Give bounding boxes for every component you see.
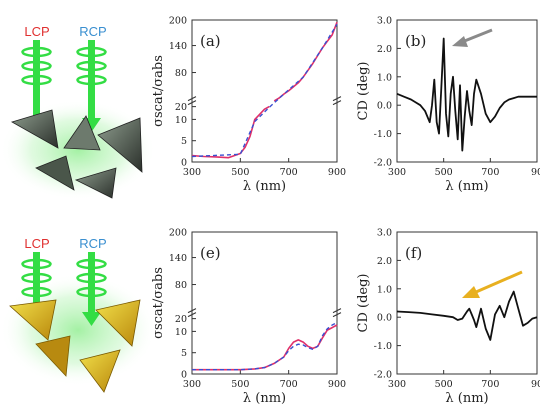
plot-frame: [191, 231, 338, 375]
x-axis-label: λ (nm): [445, 391, 488, 406]
x-tick-label: 700: [481, 167, 499, 178]
y-tick-label: 0: [181, 158, 187, 169]
plot-frame: [191, 19, 338, 163]
x-tick-label: 900: [328, 167, 346, 178]
fit-series-line: [191, 23, 338, 158]
y-axis-label: CD (deg): [356, 62, 371, 121]
x-tick-label: 300: [388, 379, 406, 390]
y-tick-label: 10: [175, 327, 187, 338]
axis-break: [187, 100, 197, 106]
axis-break: [332, 312, 342, 318]
y-axis-label: CD (deg): [356, 274, 371, 333]
lcp-label: LCP: [24, 236, 49, 251]
illustration-dark-nanostructure: LCP RCP: [0, 24, 156, 200]
y-tick-label: 20: [175, 102, 187, 113]
panel-label: (f): [405, 244, 422, 262]
rcp-beam: [76, 252, 107, 326]
arrow-b-head: [452, 36, 468, 47]
y-tick-label: 200: [169, 228, 187, 239]
panel-label: (a): [200, 32, 221, 50]
x-tick-label: 700: [280, 379, 298, 390]
dark-triangles: [10, 109, 143, 199]
rcp-label: RCP: [79, 24, 106, 39]
axis-break: [187, 96, 197, 102]
cd-series-line: [396, 37, 537, 152]
x-tick-label: 700: [280, 167, 298, 178]
lcp-label: LCP: [24, 24, 49, 39]
annotation-arrows: [452, 28, 523, 298]
y-tick-label: 140: [169, 41, 187, 52]
y-tick-label: -1.0: [374, 341, 392, 352]
y-axis-label: σscat/σabs: [151, 267, 166, 339]
axis-break: [332, 96, 342, 102]
axis-break: [332, 100, 342, 106]
x-tick-label: 90: [531, 167, 540, 178]
x-tick-label: 500: [231, 379, 249, 390]
x-tick-label: 300: [388, 167, 406, 178]
fit-series-line: [192, 321, 338, 371]
chart-panel: 300 500 700 90 3.0 2.0 1.0 0.0 -1.0 -2.0 λ (nm) CD …: [356, 228, 540, 407]
y-tick-label: 0: [181, 370, 187, 381]
y-tick-label: 3.0: [377, 228, 392, 239]
y-tick-label: 80: [175, 280, 187, 291]
axis-break: [187, 312, 197, 318]
x-tick-label: 300: [183, 167, 201, 178]
arrow-f-head: [462, 286, 480, 298]
y-axis-label: σscat/σabs: [151, 55, 166, 127]
y-tick-label: 3.0: [377, 16, 392, 27]
axis-break: [187, 308, 197, 314]
cd-series-line: [396, 290, 538, 341]
x-tick-label: 500: [231, 167, 249, 178]
measured-series-line: [273, 21, 338, 102]
y-tick-label: -1.0: [374, 129, 392, 140]
x-axis-label: λ (nm): [243, 179, 286, 194]
y-tick-label: -2.0: [374, 158, 392, 169]
y-tick-label: 140: [169, 253, 187, 264]
chart-panel: 300 500 700 90 3.0 2.0 1.0 0.0 -1.0 -2.0 λ (nm) CD …: [356, 16, 540, 195]
y-tick-label: 1.0: [377, 284, 392, 295]
y-tick-label: -2.0: [374, 370, 392, 381]
y-tick-label: 1.0: [377, 72, 392, 83]
y-tick-label: 0.0: [377, 313, 392, 324]
x-axis-label: λ (nm): [445, 179, 488, 194]
measured-series-line: [192, 324, 338, 371]
y-tick-label: 20: [175, 314, 187, 325]
y-tick-label: 10: [175, 115, 187, 126]
y-tick-label: 2.0: [377, 256, 392, 267]
panel-label: (b): [405, 32, 426, 50]
plot-frame: [396, 231, 538, 375]
y-tick-label: 5: [181, 136, 187, 147]
arrow-b-shaft: [461, 28, 493, 44]
chart-panel: 300 500 700 900 0 5 10 20 80 140 200 λ (nm) σscat/σa…: [151, 228, 346, 407]
measured-series-line: [191, 105, 270, 159]
y-tick-label: 0.0: [377, 101, 392, 112]
x-tick-label: 300: [183, 379, 201, 390]
x-axis-label: λ (nm): [243, 391, 286, 406]
illustration-gold-nanostructure: LCP RCP: [0, 236, 156, 393]
axis-break: [332, 308, 342, 314]
x-tick-label: 500: [435, 167, 453, 178]
x-tick-label: 700: [481, 379, 499, 390]
panel-label: (e): [200, 244, 221, 262]
y-tick-label: 200: [169, 16, 187, 27]
y-tick-label: 2.0: [377, 44, 392, 55]
x-tick-label: 900: [328, 379, 346, 390]
x-tick-label: 500: [435, 379, 453, 390]
y-tick-label: 5: [181, 348, 187, 359]
gold-triangles: [9, 299, 141, 393]
x-tick-label: 90: [531, 379, 540, 390]
chart-panel: 300 500 700 900 0 5 10 20 80 140 200 λ (nm) σscat/σa…: [151, 16, 346, 195]
y-tick-label: 80: [175, 68, 187, 79]
plot-frame: [396, 19, 538, 163]
arrow-f-shaft: [475, 270, 523, 294]
rcp-label: RCP: [79, 236, 106, 251]
